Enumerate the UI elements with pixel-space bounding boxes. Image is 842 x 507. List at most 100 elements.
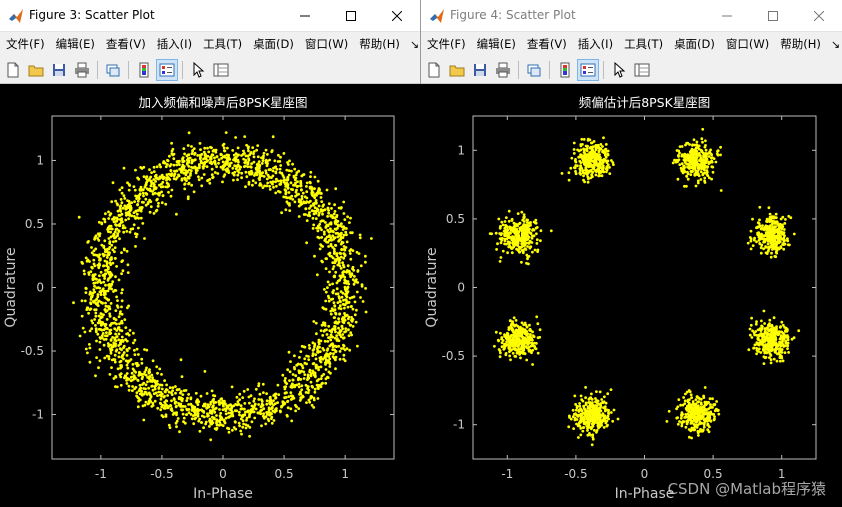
scatter-point [707, 176, 711, 180]
insert-colorbar-button[interactable] [555, 60, 575, 80]
link-button[interactable] [524, 60, 544, 80]
open-button[interactable] [447, 60, 467, 80]
minimize-button[interactable] [704, 0, 750, 31]
save-button[interactable] [470, 60, 490, 80]
menu-view[interactable]: 查看(V) [526, 37, 567, 51]
scatter-point [198, 166, 201, 170]
scatter-point [528, 323, 531, 327]
scatter-point [749, 247, 753, 251]
pointer-button[interactable] [188, 60, 208, 80]
scatter-point [154, 391, 158, 395]
scatter-point [595, 399, 599, 402]
scatter-point [343, 318, 347, 322]
scatter-point [691, 402, 695, 405]
scatter-point [528, 338, 532, 342]
title-bar[interactable]: Figure 3: Scatter Plot [0, 0, 420, 32]
insert-colorbar-button[interactable] [134, 60, 154, 80]
minimize-button[interactable] [282, 0, 328, 31]
scatter-point [140, 357, 144, 361]
menu-desktop[interactable]: 桌面(D) [674, 37, 715, 51]
property-inspector-button[interactable] [632, 60, 652, 80]
menu-help[interactable]: 帮助(H) [359, 37, 400, 51]
scatter-point [312, 398, 316, 402]
menu-overflow-icon[interactable]: ↘ [830, 37, 841, 51]
scatter-point [575, 406, 579, 409]
menu-overflow-icon[interactable]: ↘ [409, 37, 420, 51]
scatter-point [217, 399, 221, 403]
scatter-point [231, 412, 234, 416]
scatter-point [121, 224, 125, 228]
scatter-point [262, 391, 265, 394]
scatter-chart[interactable]: -1 -0.5 0 0.5 1-1-0.500.51频偏估计后8PSK星座图In-Pha… [421, 84, 842, 507]
menu-edit[interactable]: 编辑(E) [55, 37, 95, 51]
scatter-point [202, 164, 206, 168]
close-button[interactable] [374, 0, 420, 31]
scatter-point [588, 432, 591, 435]
scatter-point [111, 345, 115, 349]
scatter-point [203, 370, 207, 373]
scatter-point [696, 181, 700, 185]
scatter-point [141, 222, 145, 225]
insert-legend-button[interactable] [577, 58, 599, 81]
figure-canvas[interactable]: -1 -0.5 0 0.5 1 -1 -0.5 0 0.5 1 加入频偏和噪声后8PSK星座图 In-… [0, 84, 421, 507]
scatter-point [105, 331, 108, 334]
scatter-point [525, 221, 529, 224]
scatter-point [208, 425, 211, 428]
scatter-point [331, 343, 335, 347]
close-button[interactable] [796, 0, 842, 31]
scatter-point [538, 335, 542, 339]
maximize-icon [346, 10, 356, 21]
scatter-point [200, 184, 204, 188]
new-figure-button[interactable] [3, 60, 23, 80]
save-button[interactable] [49, 60, 69, 80]
scatter-point [136, 378, 140, 382]
scatter-point [766, 225, 769, 228]
print-button[interactable] [72, 60, 92, 80]
menu-window[interactable]: 窗口(W) [304, 37, 349, 51]
scatter-point [680, 145, 684, 148]
scatter-point [688, 407, 692, 411]
pointer-button[interactable] [609, 60, 629, 80]
scatter-point [261, 186, 265, 189]
scatter-chart[interactable]: -1 -0.5 0 0.5 1-1-0.500.51加入频偏和噪声后8PSK星座图In-… [0, 84, 421, 507]
title-bar[interactable]: Figure 4: Scatter Plot [421, 0, 842, 32]
scatter-point [172, 157, 176, 161]
menu-window[interactable]: 窗口(W) [725, 37, 770, 51]
menu-edit[interactable]: 编辑(E) [476, 37, 516, 51]
menu-view[interactable]: 查看(V) [105, 37, 146, 51]
scatter-point [522, 337, 525, 341]
open-button[interactable] [26, 60, 46, 80]
menu-tools[interactable]: 工具(T) [203, 37, 243, 51]
scatter-point [252, 399, 256, 403]
scatter-point [171, 389, 175, 393]
scatter-point [685, 184, 688, 188]
print-button[interactable] [493, 60, 513, 80]
figure-canvas[interactable]: -1 -0.5 0 0.5 1 -1 -0.5 0 0.5 1 频偏估计后8PSK星座图 In-Pha… [421, 84, 842, 507]
menu-desktop[interactable]: 桌面(D) [253, 37, 294, 51]
menu-insert[interactable]: 插入(I) [577, 37, 614, 51]
scatter-point [328, 270, 331, 274]
menu-tools[interactable]: 工具(T) [624, 37, 664, 51]
scatter-point [227, 411, 231, 415]
scatter-point [113, 353, 117, 357]
scatter-point [498, 225, 502, 229]
menu-file[interactable]: 文件(F) [6, 37, 45, 51]
scatter-point [96, 303, 99, 307]
scatter-point [243, 402, 247, 405]
link-button[interactable] [103, 60, 123, 80]
insert-legend-button[interactable] [156, 58, 178, 81]
menu-help[interactable]: 帮助(H) [780, 37, 821, 51]
scatter-point [114, 339, 118, 342]
scatter-point [716, 149, 719, 153]
scatter-point [95, 277, 98, 281]
menu-insert[interactable]: 插入(I) [156, 37, 193, 51]
maximize-button[interactable] [328, 0, 374, 31]
property-inspector-button[interactable] [211, 60, 231, 80]
scatter-point [595, 162, 598, 166]
menu-file[interactable]: 文件(F) [427, 37, 466, 51]
scatter-point [341, 333, 345, 336]
maximize-button[interactable] [750, 0, 796, 31]
scatter-point [120, 305, 123, 309]
close-icon [392, 10, 402, 21]
new-figure-button[interactable] [424, 60, 444, 80]
